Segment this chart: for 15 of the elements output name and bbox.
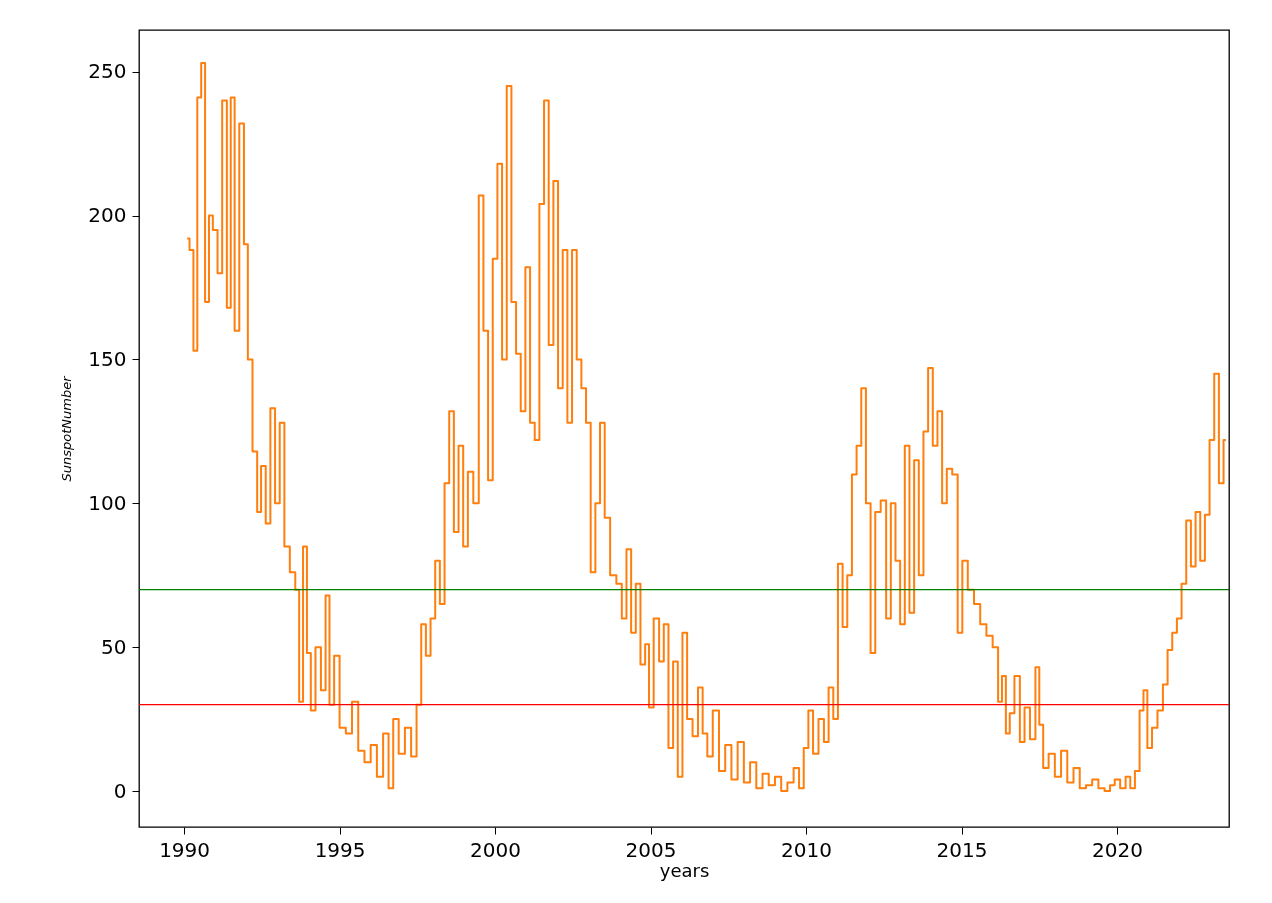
x-tick-label: 2015 [936,837,988,862]
x-tick-label: 2000 [470,837,522,862]
y-tick-label: 150 [88,346,127,371]
y-tick-label: 50 [101,634,127,659]
x-tick-label: 1995 [314,837,366,862]
y-tick-label: 250 [88,59,127,84]
x-axis-title: years [659,859,710,881]
y-axis-title: SunspotNumber [59,374,75,482]
y-tick-label: 200 [88,203,127,228]
x-tick-label: 1990 [159,837,211,862]
y-tick-label: 100 [88,490,127,515]
x-tick-label: 2005 [625,837,677,862]
y-tick-label: 0 [113,778,127,803]
x-tick-label: 2010 [781,837,833,862]
x-tick-label: 2020 [1092,837,1143,862]
